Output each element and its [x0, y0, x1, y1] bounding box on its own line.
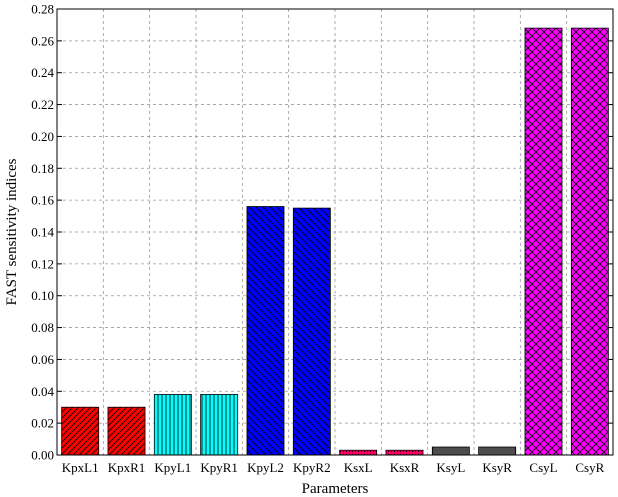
- y-ticks: 0.00 0.02 0.04 0.06 0.08 0.10 0.12 0.14 0.16 0.18…: [31, 2, 613, 463]
- y-tick-label: 0.08: [31, 320, 54, 335]
- x-tick-label: KpxR1: [108, 460, 146, 475]
- bars: [61, 27, 609, 456]
- bar-hatch-KsyR: [478, 446, 517, 456]
- x-tick-label: KsyR: [482, 460, 512, 475]
- y-tick-label: 0.12: [31, 256, 54, 271]
- y-tick-label: 0.16: [31, 193, 54, 208]
- y-axis-label: FAST sensitivity indices: [4, 158, 20, 305]
- x-tick-label: CsyR: [575, 460, 604, 475]
- x-tick-label: KpyR2: [293, 460, 331, 475]
- bar-hatch-KsxR: [385, 449, 424, 456]
- bar-hatch-CsyR: [570, 27, 609, 456]
- y-tick-label: 0.00: [31, 448, 54, 463]
- y-tick-label: 0.18: [31, 161, 54, 176]
- x-tick-label: KpxL1: [62, 460, 99, 475]
- bar-hatch-KpxR1: [107, 406, 146, 456]
- y-tick-label: 0.04: [31, 384, 54, 399]
- bar-hatch-KpyL1: [153, 394, 192, 456]
- bar-hatch-KsyL: [431, 446, 470, 456]
- bar-hatch-KpyR2: [292, 207, 331, 456]
- y-tick-label: 0.06: [31, 352, 54, 367]
- x-tick-label: KpyR1: [200, 460, 238, 475]
- x-axis-label: Parameters: [302, 481, 369, 497]
- y-tick-label: 0.22: [31, 97, 54, 112]
- x-tick-label: KsxR: [390, 460, 420, 475]
- grid-lines: [57, 9, 613, 455]
- x-ticks: KpxL1 KpxR1 KpyL1 KpyR1 KpyL2 KpyR2 KsxL KsxR Ks…: [62, 460, 605, 475]
- x-tick-label: KpyL1: [154, 460, 191, 475]
- y-tick-label: 0.24: [31, 65, 54, 80]
- y-tick-label: 0.26: [31, 33, 54, 48]
- y-tick-label: 0.14: [31, 225, 54, 240]
- bar-hatch-KsxL: [339, 449, 378, 456]
- x-tick-label: KsyL: [436, 460, 465, 475]
- x-tick-label: KsxL: [344, 460, 373, 475]
- y-tick-label: 0.10: [31, 288, 54, 303]
- bar-hatch-CsyL: [524, 27, 563, 456]
- bar-hatch-KpxL1: [61, 406, 100, 456]
- x-tick-label: CsyL: [529, 460, 557, 475]
- bar-hatch-KpyL2: [246, 206, 285, 456]
- x-tick-label: KpyL2: [247, 460, 284, 475]
- y-tick-label: 0.20: [31, 129, 54, 144]
- bar-hatch-KpyR1: [200, 394, 239, 456]
- y-tick-label: 0.28: [31, 2, 54, 17]
- y-tick-label: 0.02: [31, 416, 54, 431]
